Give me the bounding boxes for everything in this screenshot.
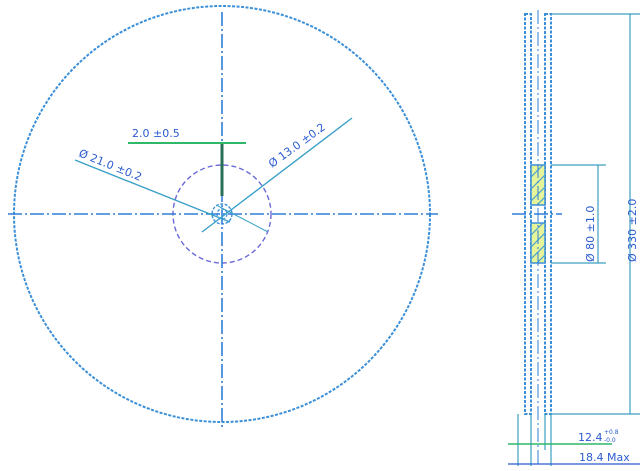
- hub-width-tol-lower: -0.0: [604, 437, 616, 444]
- slot-width-dim-label: 2.0 ±0.5: [132, 127, 180, 140]
- max-width-dim-label: 18.4 Max: [579, 451, 630, 464]
- hub-width-dim-label: 12.4: [578, 431, 603, 444]
- side-view: Ø 80 ±1.0 Ø 330 ±2.0 12.4 +0.8 -0.0 18.4…: [508, 10, 640, 466]
- hub-dia-dim-label: Ø 13.0 ±0.2: [266, 121, 328, 171]
- side-outer-dia-dim-label: Ø 330 ±2.0: [626, 199, 639, 262]
- arbor-dia-leader: [75, 160, 230, 222]
- hub-dia-leader: [202, 118, 352, 232]
- hub-width-tol-upper: +0.8: [604, 429, 619, 436]
- front-view: 2.0 ±0.5 Ø 21.0 ±0.2 Ø 13.0 ±0.2: [8, 6, 438, 430]
- side-hub-dia-dim-label: Ø 80 ±1.0: [584, 206, 597, 262]
- arbor-dia-leader-ext: [218, 206, 268, 232]
